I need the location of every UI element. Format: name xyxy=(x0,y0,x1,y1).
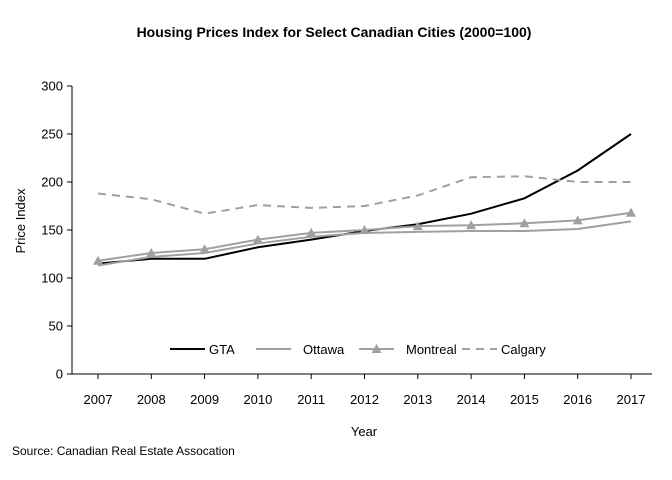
source-note: Source: Canadian Real Estate Assocation xyxy=(12,444,235,458)
x-axis-label: Year xyxy=(351,424,378,439)
series-line xyxy=(97,211,632,262)
y-axis-label: Price Index xyxy=(13,188,28,254)
x-tick-label: 2009 xyxy=(190,392,219,407)
series-layer xyxy=(93,133,636,267)
data-point xyxy=(466,220,477,230)
y-tick-label: 50 xyxy=(49,319,63,334)
legend-label: Calgary xyxy=(501,342,546,357)
x-tick-label: 2013 xyxy=(403,392,432,407)
y-tick-label: 300 xyxy=(41,79,63,94)
data-point xyxy=(359,225,370,234)
series-line xyxy=(97,175,631,215)
axes: 0 50 100 150 200 250 300 2007 2008 2009 2010 2011 20… xyxy=(41,79,652,407)
data-point xyxy=(626,207,636,217)
data-point xyxy=(199,244,210,254)
legend: GTA Ottawa Montreal Calgary xyxy=(170,342,546,357)
series-montreal xyxy=(93,207,636,265)
legend-label: Montreal xyxy=(406,342,457,357)
y-tick-label: 100 xyxy=(41,271,63,286)
data-point xyxy=(572,215,583,225)
legend-label: GTA xyxy=(209,342,235,357)
data-point xyxy=(146,248,157,258)
series-gta xyxy=(97,133,632,265)
data-point xyxy=(252,234,263,244)
legend-label: Ottawa xyxy=(303,342,345,357)
data-point xyxy=(519,218,530,228)
data-point xyxy=(306,227,317,237)
legend-item-gta: GTA xyxy=(170,342,235,357)
x-tick-label: 2010 xyxy=(243,392,272,407)
y-tick-label: 250 xyxy=(41,127,63,142)
y-tick-label: 200 xyxy=(41,175,63,190)
legend-item-montreal: Montreal xyxy=(359,342,457,357)
x-tick-label: 2007 xyxy=(84,392,113,407)
x-tick-label: 2012 xyxy=(350,392,379,407)
x-tick-label: 2014 xyxy=(457,392,486,407)
data-point xyxy=(93,255,103,265)
x-tick-label: 2011 xyxy=(297,392,325,407)
x-tick-label: 2016 xyxy=(563,392,592,407)
y-tick-label: 0 xyxy=(56,367,63,382)
series-line xyxy=(97,133,632,265)
chart-title: Housing Prices Index for Select Canadian… xyxy=(137,24,532,40)
x-tick-label: 2017 xyxy=(617,392,646,407)
x-tick-label: 2008 xyxy=(137,392,166,407)
data-point xyxy=(412,221,423,231)
legend-marker xyxy=(371,344,382,353)
series-calgary xyxy=(97,175,631,215)
y-tick-label: 150 xyxy=(41,223,63,238)
legend-item-calgary: Calgary xyxy=(462,342,546,357)
x-tick-label: 2015 xyxy=(510,392,539,407)
legend-item-ottawa: Ottawa xyxy=(256,342,345,357)
